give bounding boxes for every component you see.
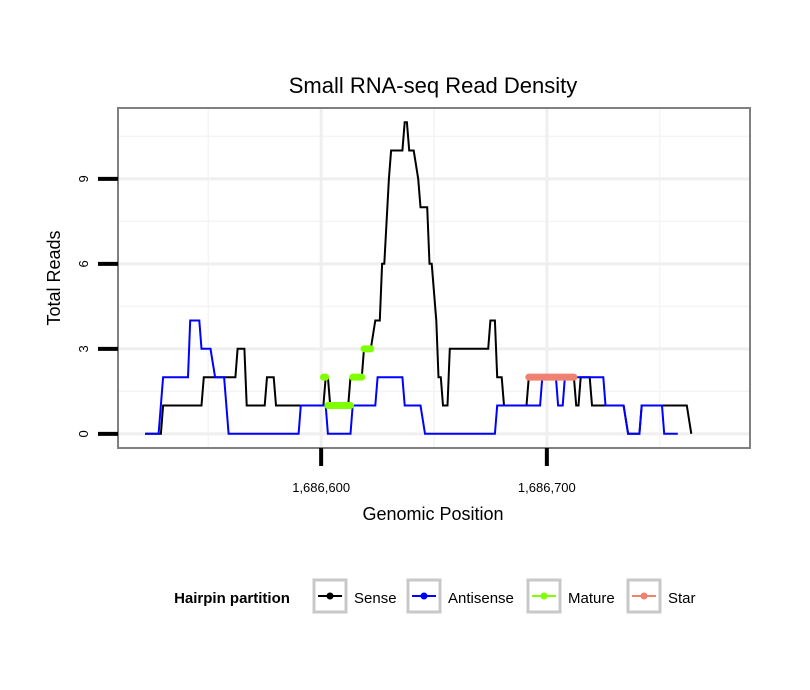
legend-label-sense: Sense <box>354 590 397 607</box>
y-axis-title: Total Reads <box>44 230 64 325</box>
y-tick-label: 3 <box>76 345 91 352</box>
y-tick-label: 0 <box>76 430 91 437</box>
legend-item-sense: Sense <box>312 578 397 614</box>
legend-label-star: Star <box>668 590 696 607</box>
series-line-sense <box>145 121 693 435</box>
chart-title: Small RNA-seq Read Density <box>289 73 578 98</box>
y-tick-label: 9 <box>76 175 91 182</box>
legend-dot-sense <box>326 592 334 600</box>
legend-label-antisense: Antisense <box>448 590 514 607</box>
x-axis-title: Genomic Position <box>362 504 503 524</box>
series-line-antisense <box>145 319 678 435</box>
y-tick-label: 6 <box>76 260 91 267</box>
x-tick-label: 1,686,600 <box>292 480 350 495</box>
legend-dot-mature <box>540 592 548 600</box>
legend-item-antisense: Antisense <box>406 578 514 614</box>
legend-label-mature: Mature <box>568 590 615 607</box>
legend: Hairpin partition Sense Antisense Mature… <box>174 578 696 614</box>
legend-item-star: Star <box>626 578 696 614</box>
x-tick-label: 1,686,700 <box>518 480 576 495</box>
legend-title: Hairpin partition <box>174 590 290 607</box>
legend-dot-antisense <box>420 592 428 600</box>
legend-dot-star <box>640 592 648 600</box>
legend-item-mature: Mature <box>526 578 615 614</box>
axes: 1,686,600 1,686,700 0 3 6 9 <box>76 175 576 495</box>
series-lines <box>145 121 693 435</box>
